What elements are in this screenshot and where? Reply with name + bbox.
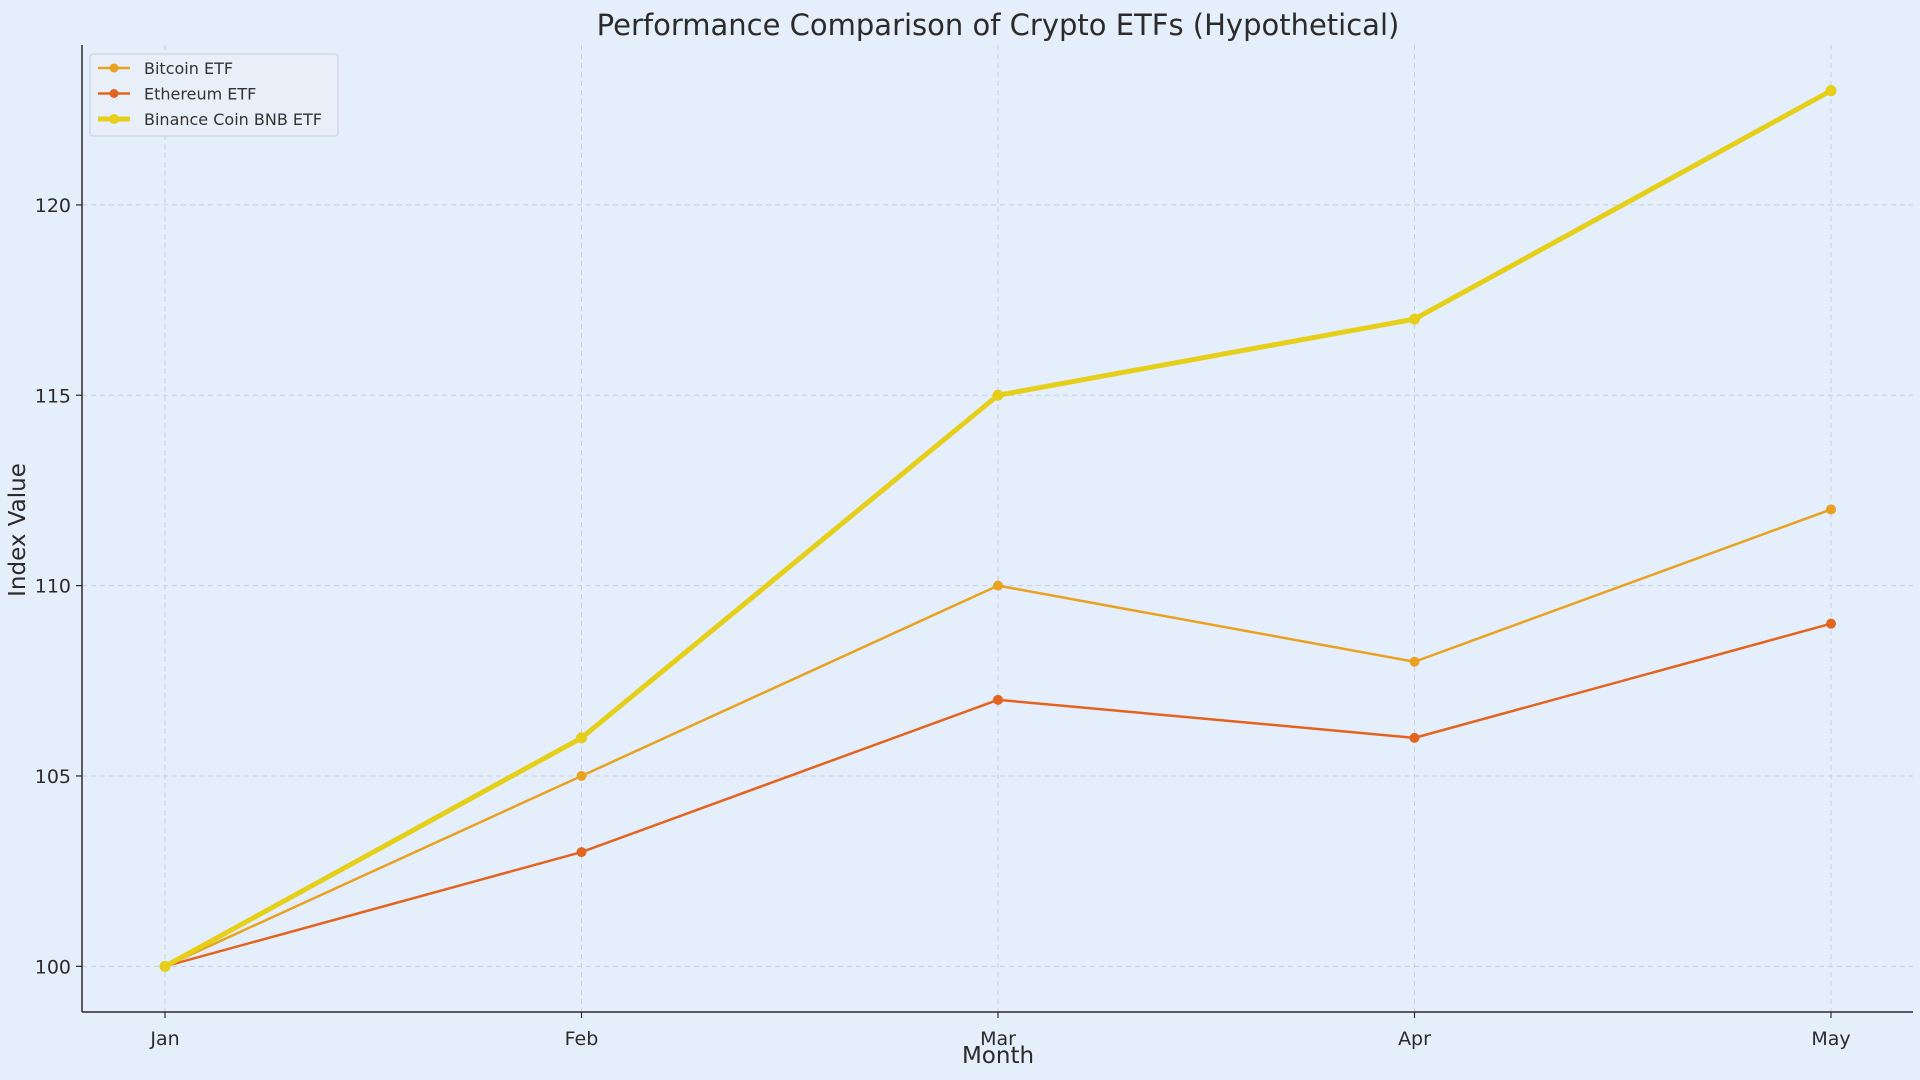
x-axis-ticks: Jan Feb Mar Apr May bbox=[149, 1012, 1851, 1050]
data-point-ethereum-etf bbox=[1409, 732, 1420, 743]
data-point-binance-coin-bnb-etf bbox=[159, 960, 171, 972]
data-point-bitcoin-etf bbox=[1409, 656, 1420, 667]
x-tick-label: Apr bbox=[1398, 1028, 1431, 1050]
data-point-ethereum-etf bbox=[993, 694, 1003, 705]
y-tick-label: 120 bbox=[35, 195, 71, 217]
data-point-binance-coin-bnb-etf bbox=[576, 732, 587, 744]
series-layer bbox=[159, 85, 1837, 972]
x-tick-label: Mar bbox=[980, 1028, 1016, 1050]
series-line-binance-coin-bnb-etf bbox=[162, 88, 1834, 969]
x-axis-label: Month bbox=[962, 1043, 1034, 1069]
data-point-bitcoin-etf bbox=[1826, 504, 1836, 515]
data-point-ethereum-etf bbox=[576, 847, 587, 858]
data-point-ethereum-etf bbox=[1826, 618, 1836, 629]
data-point-bitcoin-etf bbox=[576, 770, 587, 781]
data-point-binance-coin-bnb-etf bbox=[992, 389, 1004, 401]
x-tick-label: May bbox=[1811, 1028, 1850, 1050]
y-tick-label: 110 bbox=[35, 576, 71, 598]
legend-swatch-marker bbox=[109, 89, 119, 98]
legend: Bitcoin ETF Ethereum ETF Binance Coin BNB … bbox=[89, 53, 339, 137]
legend-swatch-marker bbox=[109, 63, 119, 73]
y-tick-label: 105 bbox=[35, 766, 71, 788]
y-axis-label: Index Value bbox=[5, 463, 31, 597]
data-point-bitcoin-etf bbox=[993, 580, 1003, 591]
legend-label: Binance Coin BNB ETF bbox=[144, 110, 322, 129]
y-tick-label: 100 bbox=[35, 956, 71, 978]
y-tick-label: 115 bbox=[35, 385, 71, 407]
data-point-binance-coin-bnb-etf bbox=[1825, 85, 1837, 97]
legend-swatch-marker bbox=[109, 114, 119, 124]
legend-label: Ethereum ETF bbox=[144, 85, 256, 104]
x-tick-label: Feb bbox=[565, 1028, 599, 1050]
y-axis-ticks: 100 105 110 115 120 bbox=[35, 195, 82, 978]
grid bbox=[82, 45, 1913, 1012]
legend-label: Bitcoin ETF bbox=[144, 59, 233, 78]
chart-title: Performance Comparison of Crypto ETFs (H… bbox=[597, 8, 1400, 42]
data-point-binance-coin-bnb-etf bbox=[1409, 313, 1420, 325]
legend-box bbox=[89, 53, 339, 137]
x-tick-label: Jan bbox=[149, 1028, 179, 1050]
